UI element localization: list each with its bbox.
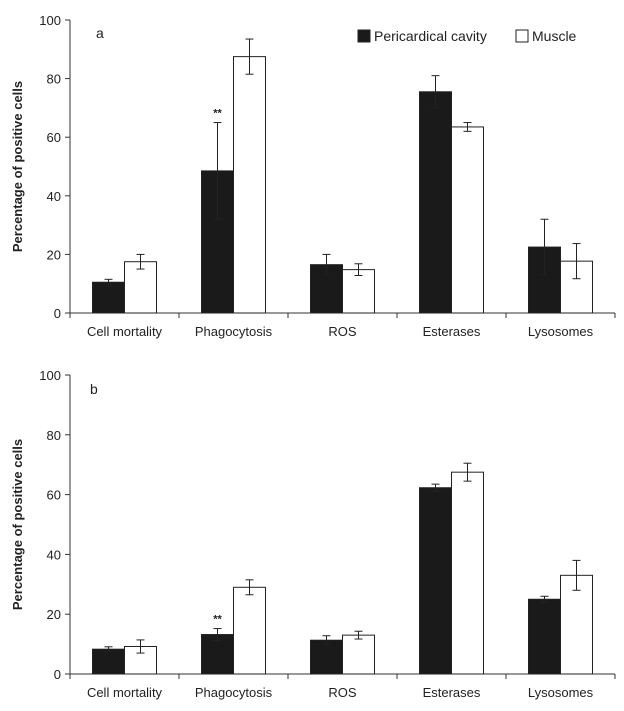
panel-b-y-tick-label: 60 bbox=[47, 488, 61, 503]
panel-b-significance-annotation: ** bbox=[213, 614, 222, 626]
panel-b-y-tick-label: 100 bbox=[39, 368, 61, 383]
panel-a-bar-muscle bbox=[124, 261, 157, 314]
panel-a-category-label: Esterases bbox=[423, 324, 481, 339]
panel-b-y-tick-label: 0 bbox=[54, 667, 61, 682]
panel-a-y-tick-label: 0 bbox=[54, 306, 61, 321]
panel-a-bar-pericardical bbox=[92, 281, 125, 314]
panel-a-category-label: Lysosomes bbox=[528, 324, 594, 339]
panel-a-significance-annotation: ** bbox=[213, 108, 222, 120]
panel-a-y-axis-label: Percentage of positive cells bbox=[10, 81, 25, 252]
panel-b-bar-pericardical bbox=[528, 598, 561, 675]
panel-a-y-tick-label: 60 bbox=[47, 130, 61, 145]
panel-b-category-label: Cell mortality bbox=[87, 685, 163, 700]
panel-a-bar-pericardical bbox=[419, 91, 452, 314]
panel-a-y-tick-label: 20 bbox=[47, 247, 61, 262]
panel-b-bar-muscle bbox=[451, 471, 484, 675]
panel-b-category-label: ROS bbox=[328, 685, 357, 700]
panel-a-panel-letter: a bbox=[96, 25, 104, 41]
panel-b-bar-muscle bbox=[342, 634, 375, 675]
panel-a-y-tick-label: 80 bbox=[47, 72, 61, 87]
panel-b-y-tick-label: 40 bbox=[47, 547, 61, 562]
panel-b-y-tick-label: 20 bbox=[47, 607, 61, 622]
panel-a-y-tick-label: 40 bbox=[47, 189, 61, 204]
panel-a-bar-pericardical bbox=[310, 264, 343, 314]
panel-a-bar-muscle bbox=[451, 126, 484, 314]
panel-a-category-label: Phagocytosis bbox=[195, 324, 273, 339]
panel-b-y-axis-label: Percentage of positive cells bbox=[10, 439, 25, 610]
panel-a-bar-muscle bbox=[233, 56, 266, 314]
panel-b-bar-pericardical bbox=[92, 648, 125, 675]
panel-b-bar-muscle bbox=[233, 586, 266, 675]
panel-b-panel-letter: b bbox=[90, 381, 98, 397]
legend-label: Muscle bbox=[532, 28, 577, 44]
panel-b-category-label: Esterases bbox=[423, 685, 481, 700]
panel-b-category-label: Lysosomes bbox=[528, 685, 594, 700]
panel-a-y-tick-label: 100 bbox=[39, 13, 61, 28]
legend-swatch bbox=[515, 29, 529, 43]
panel-b-category-label: Phagocytosis bbox=[195, 685, 273, 700]
legend-label: Pericardical cavity bbox=[374, 28, 487, 44]
panel-a-category-label: Cell mortality bbox=[87, 324, 163, 339]
panel-b-bar-pericardical bbox=[310, 639, 343, 675]
panel-b-bar-pericardical bbox=[419, 487, 452, 675]
panel-a-category-label: ROS bbox=[328, 324, 357, 339]
legend-swatch bbox=[357, 29, 371, 43]
panel-a-bar-muscle bbox=[342, 269, 375, 314]
panel-b-y-tick-label: 80 bbox=[47, 428, 61, 443]
